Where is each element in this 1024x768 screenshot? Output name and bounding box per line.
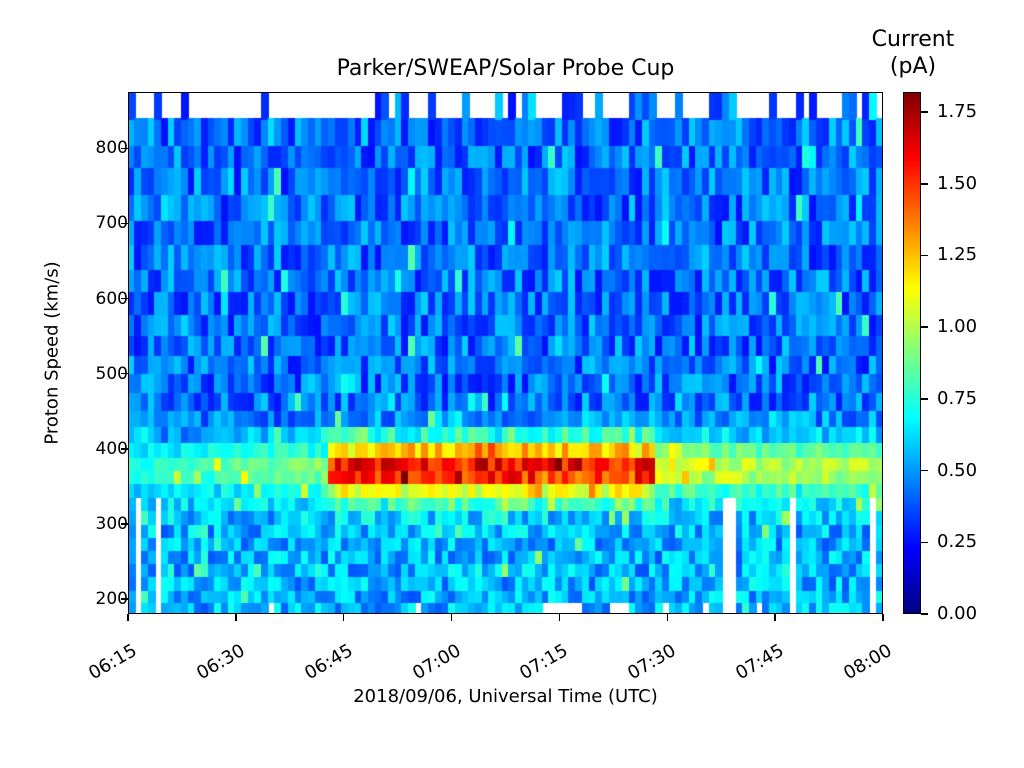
colorbar-tick-label: 0.00 (937, 603, 978, 624)
y-tick-label: 700 (95, 213, 128, 234)
colorbar-title-line2: (pA) (889, 54, 937, 79)
x-tick-mark (882, 614, 884, 621)
y-tick-mark (121, 598, 128, 600)
colorbar-title-line1: Current (871, 27, 955, 52)
colorbar-tick-label: 0.75 (937, 387, 978, 409)
x-tick-label: 06:15 (85, 640, 141, 685)
x-tick-label: 08:00 (840, 640, 896, 685)
colorbar-tick-label: 0.50 (937, 459, 978, 481)
y-tick-mark (121, 523, 128, 525)
y-axis-label: Proton Speed (km/s) (41, 261, 63, 445)
x-tick-mark (127, 614, 129, 621)
y-tick-label: 800 (95, 138, 128, 159)
x-tick-label: 07:45 (732, 640, 788, 685)
y-tick-mark (121, 222, 128, 225)
y-tick-label: 500 (95, 363, 128, 384)
x-tick-mark (342, 614, 345, 621)
x-tick-mark (666, 614, 669, 621)
x-tick-label: 06:30 (192, 640, 249, 685)
colorbar-tick-label: 1.00 (937, 316, 978, 338)
x-axis-label: 2018/09/06, Universal Time (UTC) (353, 686, 658, 707)
y-tick-label: 300 (95, 513, 128, 534)
colorbar-tick-mark (921, 541, 928, 544)
chart-title: Parker/SWEAP/Solar Probe Cup (336, 56, 675, 81)
colorbar-tick-label: 0.25 (937, 531, 978, 553)
colorbar (903, 92, 921, 614)
colorbar-tick-mark (921, 183, 928, 185)
colorbar-tick-mark (921, 111, 928, 113)
x-tick-label: 07:00 (408, 640, 465, 685)
colorbar-tick-mark (921, 326, 928, 328)
colorbar-tick-label: 1.50 (937, 172, 978, 194)
y-tick-label: 400 (95, 438, 128, 459)
colorbar-tick-mark (921, 613, 928, 615)
colorbar-title: Current (pA) (850, 26, 976, 80)
y-tick-label: 200 (95, 588, 128, 609)
y-tick-mark (121, 372, 128, 375)
x-tick-mark (558, 614, 561, 621)
plot-frame (128, 92, 883, 614)
colorbar-tick-label: 1.75 (937, 101, 978, 123)
y-tick-label: 600 (95, 288, 128, 309)
colorbar-tick-mark (921, 254, 928, 257)
colorbar-tick-label: 1.25 (937, 244, 978, 266)
spectrogram-heatmap (128, 92, 883, 614)
x-tick-label: 06:45 (300, 640, 357, 685)
y-tick-mark (121, 147, 128, 150)
y-tick-mark (121, 448, 128, 450)
colorbar-tick-mark (921, 398, 928, 400)
y-tick-mark (121, 297, 128, 300)
x-tick-mark (774, 614, 776, 621)
x-tick-mark (450, 614, 453, 621)
x-tick-label: 07:30 (624, 640, 680, 685)
colorbar-tick-mark (921, 469, 928, 472)
x-tick-label: 07:15 (516, 640, 572, 685)
x-tick-mark (235, 614, 237, 621)
